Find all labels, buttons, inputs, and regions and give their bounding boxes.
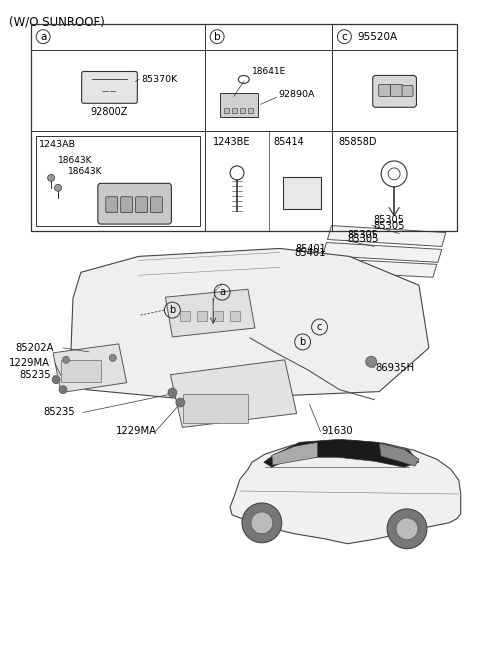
Text: 85201A: 85201A <box>188 406 227 417</box>
Polygon shape <box>272 442 318 465</box>
Circle shape <box>387 509 427 549</box>
FancyBboxPatch shape <box>373 76 417 107</box>
FancyBboxPatch shape <box>120 197 132 213</box>
Bar <box>232 108 237 113</box>
Bar <box>240 108 245 113</box>
Text: b: b <box>214 32 220 42</box>
Bar <box>283 177 321 209</box>
Bar <box>248 108 252 113</box>
Text: 18643K: 18643K <box>58 156 93 165</box>
Circle shape <box>59 385 67 394</box>
Text: b: b <box>169 305 176 315</box>
Text: c: c <box>341 32 347 42</box>
Text: 85401: 85401 <box>295 249 326 258</box>
Bar <box>230 311 240 321</box>
Bar <box>31 23 457 230</box>
Text: 85202A: 85202A <box>15 343 54 353</box>
Circle shape <box>168 388 177 397</box>
Circle shape <box>48 174 55 182</box>
Text: 95520A: 95520A <box>357 32 397 42</box>
FancyBboxPatch shape <box>391 85 403 96</box>
Text: c: c <box>317 322 322 332</box>
Circle shape <box>62 356 70 363</box>
Bar <box>224 108 229 113</box>
Text: 85858D: 85858D <box>338 137 377 147</box>
Circle shape <box>52 376 60 383</box>
Circle shape <box>242 503 282 543</box>
Text: (W/O SUNROOF): (W/O SUNROOF) <box>9 16 105 29</box>
FancyBboxPatch shape <box>106 197 118 213</box>
Text: a: a <box>40 32 47 42</box>
Text: 85370K: 85370K <box>141 75 178 84</box>
Text: 91630: 91630 <box>322 426 353 436</box>
Bar <box>36 136 200 226</box>
Text: 85305: 85305 <box>348 230 378 240</box>
Text: 18643K: 18643K <box>68 167 103 176</box>
FancyBboxPatch shape <box>151 197 162 213</box>
Text: 85305: 85305 <box>373 221 405 230</box>
FancyBboxPatch shape <box>379 85 391 96</box>
Circle shape <box>109 354 116 361</box>
Polygon shape <box>264 439 419 467</box>
FancyBboxPatch shape <box>402 85 413 96</box>
Text: 85235: 85235 <box>19 370 51 380</box>
Circle shape <box>396 518 418 540</box>
Polygon shape <box>53 344 127 393</box>
Text: 85414: 85414 <box>274 137 304 147</box>
Text: 92890A: 92890A <box>278 90 315 99</box>
Bar <box>180 311 190 321</box>
Text: b: b <box>300 337 306 347</box>
Polygon shape <box>379 443 419 466</box>
Text: 85235: 85235 <box>43 408 75 417</box>
Text: 1229MA: 1229MA <box>116 426 157 436</box>
Text: 92800Z: 92800Z <box>91 107 128 117</box>
Bar <box>183 394 248 423</box>
Text: 1243BE: 1243BE <box>213 137 251 147</box>
Polygon shape <box>230 440 461 544</box>
Text: 1243AB: 1243AB <box>39 140 76 149</box>
Polygon shape <box>166 289 255 337</box>
Circle shape <box>55 184 61 191</box>
Circle shape <box>176 398 185 407</box>
Circle shape <box>251 512 273 534</box>
Bar <box>61 360 101 381</box>
Polygon shape <box>170 360 297 428</box>
Text: a: a <box>219 287 225 298</box>
Text: 85305: 85305 <box>348 234 379 243</box>
Polygon shape <box>319 258 437 277</box>
Bar <box>213 311 223 321</box>
Circle shape <box>366 356 377 367</box>
FancyBboxPatch shape <box>82 72 137 104</box>
Bar <box>197 311 207 321</box>
FancyBboxPatch shape <box>98 184 171 224</box>
Polygon shape <box>323 242 442 262</box>
FancyBboxPatch shape <box>220 93 258 117</box>
Text: 85401: 85401 <box>296 244 326 255</box>
Text: 85305: 85305 <box>373 215 404 225</box>
Polygon shape <box>71 249 429 400</box>
Polygon shape <box>327 226 446 247</box>
Text: 1229MA: 1229MA <box>9 358 50 368</box>
Text: 18641E: 18641E <box>252 68 286 76</box>
Text: 86935H: 86935H <box>375 363 414 373</box>
FancyBboxPatch shape <box>136 197 147 213</box>
